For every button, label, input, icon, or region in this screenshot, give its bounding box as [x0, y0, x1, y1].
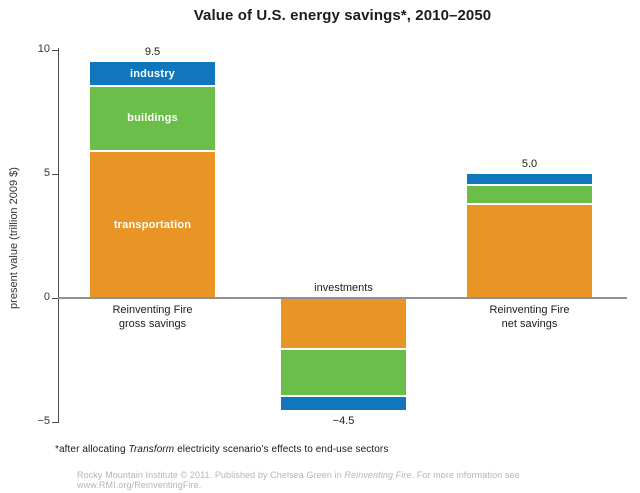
bar-bottom-label: −4.5	[332, 414, 355, 427]
y-tick-mark	[52, 421, 58, 423]
bar-total-label: 9.5	[144, 46, 161, 59]
bar-segment-industry	[281, 394, 406, 410]
bar-segment-transportation	[281, 298, 406, 348]
bar-category-label: Reinventing Fire net savings	[447, 303, 612, 331]
bar-total-label: 5.0	[521, 158, 538, 170]
bar-category-line: Reinventing Fire	[489, 304, 570, 316]
bar-top-label: investments	[314, 282, 373, 294]
bar-segment-buildings	[467, 186, 592, 205]
y-tick-label: 10	[37, 43, 50, 55]
y-tick-mark	[52, 49, 58, 51]
text-run: electricity scenario’s effects to end-us…	[174, 444, 389, 455]
bar-category-line: Reinventing Fire	[112, 304, 193, 316]
text-run: Transform	[128, 444, 175, 455]
bar-segment-industry: industry	[90, 62, 215, 88]
bar-category-line: net savings	[501, 318, 558, 330]
y-tick-mark	[52, 173, 58, 175]
footnote: *after allocating Transform electricity …	[55, 444, 388, 455]
segment-label-transportation: transportation	[113, 218, 192, 231]
chart-title: Value of U.S. energy savings*, 2010–2050	[193, 7, 492, 24]
y-tick-label: −5	[37, 415, 50, 427]
bar-category-line: gross savings	[118, 318, 187, 330]
y-tick-mark	[52, 297, 58, 299]
attribution: Rocky Mountain Institute © 2011. Publish…	[77, 470, 640, 490]
bar-segment-transportation	[467, 205, 592, 298]
text-run: *after allocating	[55, 444, 129, 455]
text-run: Reinventing Fire	[344, 470, 412, 480]
text-run: Rocky Mountain Institute © 2011. Publish…	[77, 470, 345, 480]
bar-segment-industry	[467, 174, 592, 187]
y-tick-label: 0	[43, 291, 50, 303]
zero-baseline	[58, 297, 627, 299]
bar-category-label: Reinventing Fire gross savings	[70, 303, 235, 331]
y-tick-label: 5	[43, 167, 50, 179]
bar-segment-buildings: buildings	[90, 87, 215, 152]
bar-segment-buildings	[281, 347, 406, 395]
segment-label-buildings: buildings	[127, 112, 178, 125]
text-run: . For more information see www.RMI.org/R…	[77, 470, 520, 490]
segment-label-industry: industry	[130, 67, 175, 80]
bar-segment-transportation: transportation	[90, 151, 215, 298]
y-axis-line	[58, 48, 59, 423]
